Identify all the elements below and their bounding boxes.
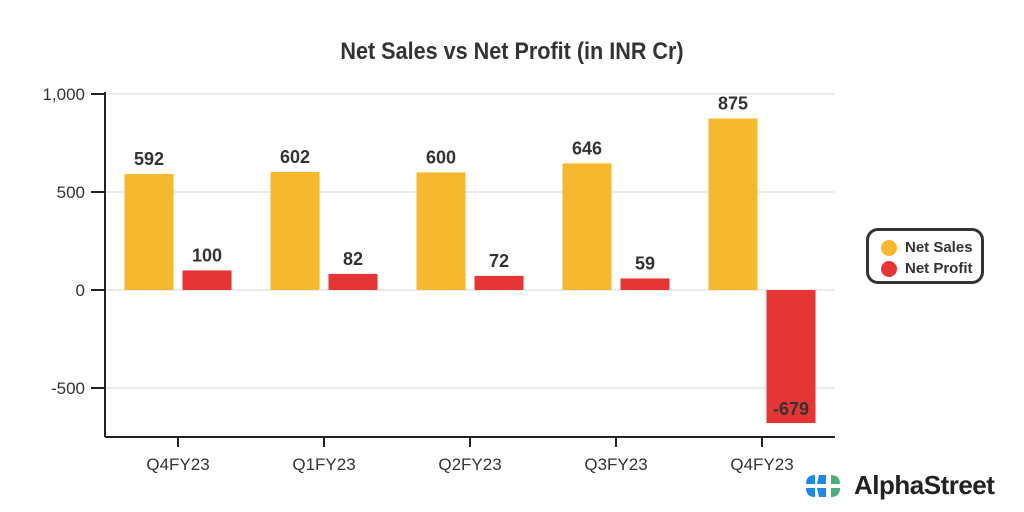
- data-label: 602: [280, 147, 310, 167]
- net-sales-swatch: [881, 239, 897, 256]
- y-tick-label: -500: [51, 379, 85, 398]
- alphastreet-logo: AlphaStreet: [804, 470, 995, 501]
- data-label: 100: [192, 245, 222, 265]
- bar-net-sales: [270, 172, 320, 290]
- bar-net-profit: [766, 290, 816, 424]
- y-tick-label: 0: [76, 281, 85, 300]
- x-tick-label: Q2FY23: [438, 455, 501, 474]
- bar-net-sales: [416, 172, 466, 290]
- logo-text: AlphaStreet: [854, 470, 995, 500]
- legend-label: Net Sales: [905, 239, 973, 256]
- bar-net-sales: [708, 118, 758, 290]
- data-label: 72: [489, 251, 509, 271]
- data-label: 59: [635, 253, 655, 273]
- data-label: 592: [134, 149, 164, 169]
- bar-net-profit: [474, 275, 524, 290]
- legend-label: Net Profit: [905, 260, 973, 277]
- bar-net-sales: [562, 163, 612, 290]
- y-tick-label: 500: [57, 183, 85, 202]
- x-tick-label: Q3FY23: [584, 455, 647, 474]
- x-tick-label: Q4FY23: [730, 455, 793, 474]
- x-tick-label: Q1FY23: [292, 455, 355, 474]
- legend-item-net-profit: Net Profit: [881, 258, 981, 279]
- data-label: 600: [426, 147, 456, 167]
- y-tick-label: 1,000: [42, 85, 85, 104]
- bar-net-profit: [620, 278, 670, 290]
- data-label: 875: [718, 94, 748, 114]
- data-label: 82: [343, 249, 363, 269]
- bar-net-profit: [328, 273, 378, 290]
- chart-title: Net Sales vs Net Profit (in INR Cr): [340, 38, 684, 65]
- net-profit-swatch: [881, 260, 897, 277]
- bar-net-sales: [124, 173, 174, 290]
- data-label: -679: [773, 399, 809, 419]
- legend: Net Sales Net Profit: [866, 228, 984, 284]
- data-label: 646: [572, 138, 602, 158]
- bar-net-profit: [182, 270, 232, 290]
- x-tick-label: Q4FY23: [146, 455, 209, 474]
- legend-item-net-sales: Net Sales: [881, 237, 981, 258]
- logo-icon: [806, 474, 840, 497]
